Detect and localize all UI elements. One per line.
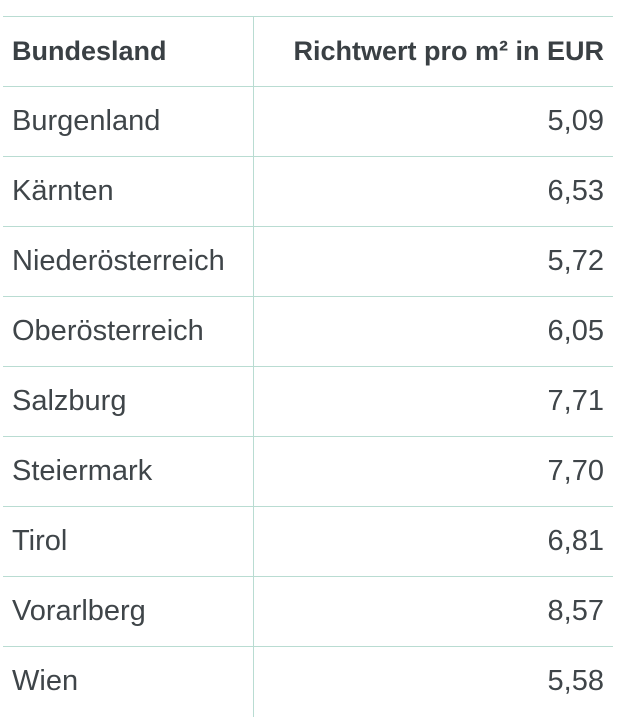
value-cell: 6,81 (253, 506, 613, 577)
table-row: Niederösterreich 5,72 (3, 226, 613, 297)
table-row: Vorarlberg 8,57 (3, 576, 613, 647)
value-cell: 8,57 (253, 576, 613, 647)
header-bundesland: Bundesland (3, 16, 254, 87)
value-cell: 5,72 (253, 226, 613, 297)
state-cell: Niederösterreich (3, 226, 254, 297)
value-cell: 7,70 (253, 436, 613, 507)
state-cell: Burgenland (3, 86, 254, 157)
richtwert-table-container: Bundesland Richtwert pro m² in EUR Burge… (3, 16, 613, 717)
value-cell: 6,53 (253, 156, 613, 227)
table-row: Wien 5,58 (3, 646, 613, 717)
table-row: Salzburg 7,71 (3, 366, 613, 437)
table-row: Burgenland 5,09 (3, 86, 613, 157)
header-richtwert: Richtwert pro m² in EUR (253, 16, 613, 87)
state-cell: Oberösterreich (3, 296, 254, 367)
richtwert-table: Bundesland Richtwert pro m² in EUR Burge… (3, 16, 613, 717)
state-cell: Vorarlberg (3, 576, 254, 647)
state-cell: Tirol (3, 506, 254, 577)
table-row: Oberösterreich 6,05 (3, 296, 613, 367)
value-cell: 5,09 (253, 86, 613, 157)
table-header-row: Bundesland Richtwert pro m² in EUR (3, 16, 613, 87)
table-row: Tirol 6,81 (3, 506, 613, 577)
state-cell: Steiermark (3, 436, 254, 507)
value-cell: 6,05 (253, 296, 613, 367)
table-row: Kärnten 6,53 (3, 156, 613, 227)
state-cell: Salzburg (3, 366, 254, 437)
value-cell: 5,58 (547, 665, 604, 698)
table-row: Steiermark 7,70 (3, 436, 613, 507)
state-cell: Kärnten (3, 156, 254, 227)
state-cell: Wien (3, 646, 254, 717)
value-cell: 7,71 (253, 366, 613, 437)
